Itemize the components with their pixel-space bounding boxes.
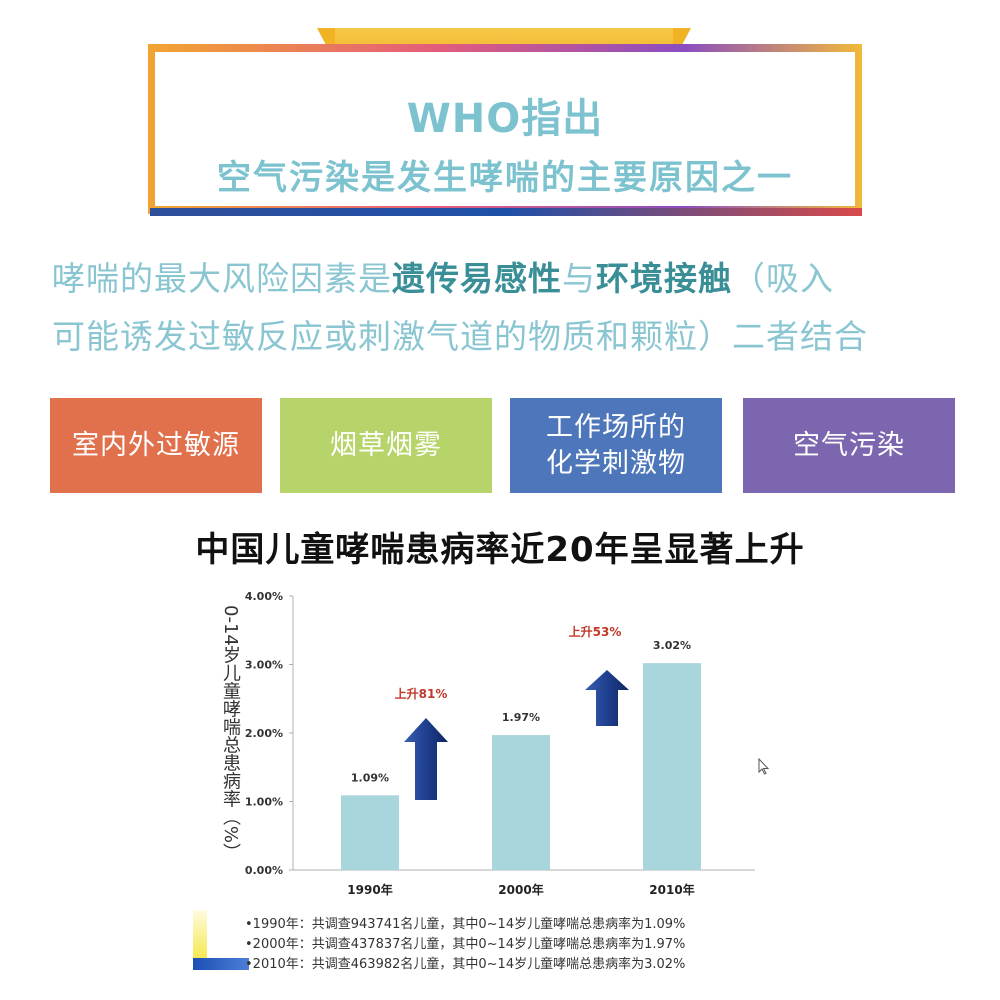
y-tick-label: 4.00% <box>245 590 283 603</box>
bar-value-label: 1.09% <box>351 771 389 784</box>
bar-2000年 <box>492 735 550 870</box>
intro-text-1: 哮喘的最大风险因素是 <box>52 259 392 298</box>
note-1990: •1990年：共调查943741名儿童，其中0~14岁儿童哮喘总患病率为1.09… <box>245 917 686 932</box>
increase-annotation: 上升53% <box>569 624 622 639</box>
factor-label: 室内外过敏源 <box>72 429 240 461</box>
factor-label: 烟草烟雾 <box>330 429 442 461</box>
increase-arrow-icon <box>404 718 448 800</box>
note-2010: •2010年：共调查463982名儿童，其中0~14岁儿童哮喘总患病率为3.02… <box>245 957 686 972</box>
banner-title: WHO指出 <box>406 96 604 142</box>
intro-keyword-genetic: 遗传易感性 <box>392 259 562 298</box>
x-tick-label: 1990年 <box>347 882 392 897</box>
intro-keyword-environment: 环境接触 <box>596 259 732 298</box>
increase-arrow-icon <box>585 670 629 726</box>
bar-value-label: 3.02% <box>653 639 691 652</box>
y-tick-label: 2.00% <box>245 727 283 740</box>
factor-box-workplace-chemicals: 工作场所的 化学刺激物 <box>510 398 722 493</box>
note-2000: •2000年：共调查437837名儿童，其中0~14岁儿童哮喘总患病率为1.97… <box>245 937 686 952</box>
banner: WHO指出 空气污染是发生哮喘的主要原因之一 <box>155 52 855 206</box>
chart-y-axis-label: 0-14岁儿童哮喘总患病率（%） <box>220 605 241 861</box>
intro-text-2: 与 <box>562 259 596 298</box>
increase-annotation: 上升81% <box>395 686 448 701</box>
factor-label: 空气污染 <box>793 429 905 461</box>
y-tick-label: 0.00% <box>245 864 283 877</box>
banner-shadow <box>150 208 862 216</box>
bar-2010年 <box>643 663 701 870</box>
x-tick-label: 2010年 <box>649 882 694 897</box>
intro-line-1: 哮喘的最大风险因素是遗传易感性与环境接触（吸入 <box>52 250 952 308</box>
mouse-cursor-icon <box>758 758 770 775</box>
factor-box-allergens: 室内外过敏源 <box>50 398 262 493</box>
decorative-yellow-bar <box>193 910 207 960</box>
x-tick-label: 2000年 <box>498 882 543 897</box>
chart-heading: 中国儿童哮喘患病率近20年呈显著上升 <box>195 530 805 570</box>
bar-1990年 <box>341 795 399 870</box>
decorative-blue-bar <box>193 958 249 970</box>
y-tick-label: 3.00% <box>245 659 283 672</box>
factor-box-tobacco: 烟草烟雾 <box>280 398 492 493</box>
chart-notes: •1990年：共调查943741名儿童，其中0~14岁儿童哮喘总患病率为1.09… <box>245 915 685 975</box>
factor-label: 工作场所的 <box>546 411 686 443</box>
y-tick-label: 1.00% <box>245 796 283 809</box>
intro-line-2: 可能诱发过敏反应或刺激气道的物质和颗粒）二者结合 <box>52 317 868 356</box>
intro-text-3: （吸入 <box>732 259 834 298</box>
bar-value-label: 1.97% <box>502 711 540 724</box>
intro-paragraph: 哮喘的最大风险因素是遗传易感性与环境接触（吸入 可能诱发过敏反应或刺激气道的物质… <box>52 250 952 366</box>
factor-box-air-pollution: 空气污染 <box>743 398 955 493</box>
factor-label-line2: 化学刺激物 <box>546 447 686 479</box>
banner-subtitle: 空气污染是发生哮喘的主要原因之一 <box>217 158 793 198</box>
